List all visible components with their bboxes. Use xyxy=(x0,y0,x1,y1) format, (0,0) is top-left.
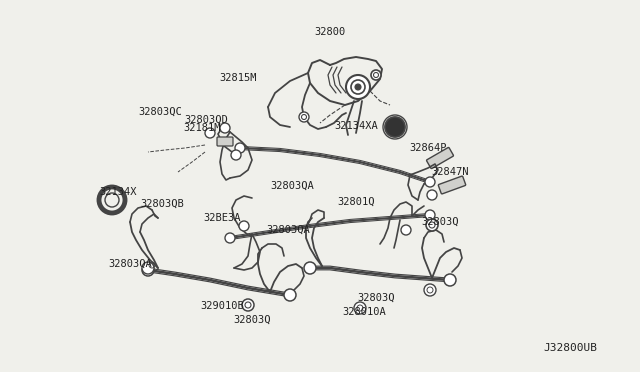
Text: 32864P: 32864P xyxy=(409,143,447,153)
Text: 32803Q: 32803Q xyxy=(421,217,459,227)
Text: 32803QB: 32803QB xyxy=(140,199,184,209)
Text: 32803QC: 32803QC xyxy=(138,107,182,117)
Circle shape xyxy=(425,177,435,187)
Text: 32815M: 32815M xyxy=(220,73,257,83)
Circle shape xyxy=(444,274,456,286)
Circle shape xyxy=(99,187,125,213)
Text: J32800UB: J32800UB xyxy=(543,343,597,353)
Circle shape xyxy=(385,117,405,137)
Circle shape xyxy=(401,225,411,235)
Text: 32803Q: 32803Q xyxy=(357,293,395,303)
Circle shape xyxy=(220,123,230,133)
Circle shape xyxy=(354,302,366,314)
Circle shape xyxy=(424,284,436,296)
Circle shape xyxy=(284,289,296,301)
Circle shape xyxy=(142,262,154,274)
Circle shape xyxy=(231,150,241,160)
Text: 328010A: 328010A xyxy=(342,307,386,317)
Text: 32800: 32800 xyxy=(314,27,346,37)
Text: 32847N: 32847N xyxy=(431,167,468,177)
Circle shape xyxy=(225,233,235,243)
Text: 32803QA: 32803QA xyxy=(270,181,314,191)
Circle shape xyxy=(426,219,438,231)
Circle shape xyxy=(304,262,316,274)
FancyBboxPatch shape xyxy=(438,176,466,194)
Text: 32181M: 32181M xyxy=(183,123,221,133)
Text: 32803QA: 32803QA xyxy=(108,259,152,269)
Text: 32BE3A: 32BE3A xyxy=(204,213,241,223)
Circle shape xyxy=(427,190,437,200)
Circle shape xyxy=(425,210,435,220)
Text: 32134X: 32134X xyxy=(99,187,137,197)
Text: 329010B: 329010B xyxy=(200,301,244,311)
FancyBboxPatch shape xyxy=(426,147,454,169)
Text: 32803QD: 32803QD xyxy=(184,115,228,125)
Circle shape xyxy=(142,264,154,276)
Text: 32134XA: 32134XA xyxy=(334,121,378,131)
Circle shape xyxy=(355,84,361,90)
Circle shape xyxy=(239,221,249,231)
Circle shape xyxy=(299,112,309,122)
Circle shape xyxy=(371,70,381,80)
Text: 32803QA: 32803QA xyxy=(266,225,310,235)
Text: 32801Q: 32801Q xyxy=(337,197,375,207)
FancyBboxPatch shape xyxy=(217,137,233,146)
Circle shape xyxy=(346,75,370,99)
Text: 32803Q: 32803Q xyxy=(233,315,271,325)
Circle shape xyxy=(235,143,245,153)
Circle shape xyxy=(242,299,254,311)
Circle shape xyxy=(205,128,215,138)
